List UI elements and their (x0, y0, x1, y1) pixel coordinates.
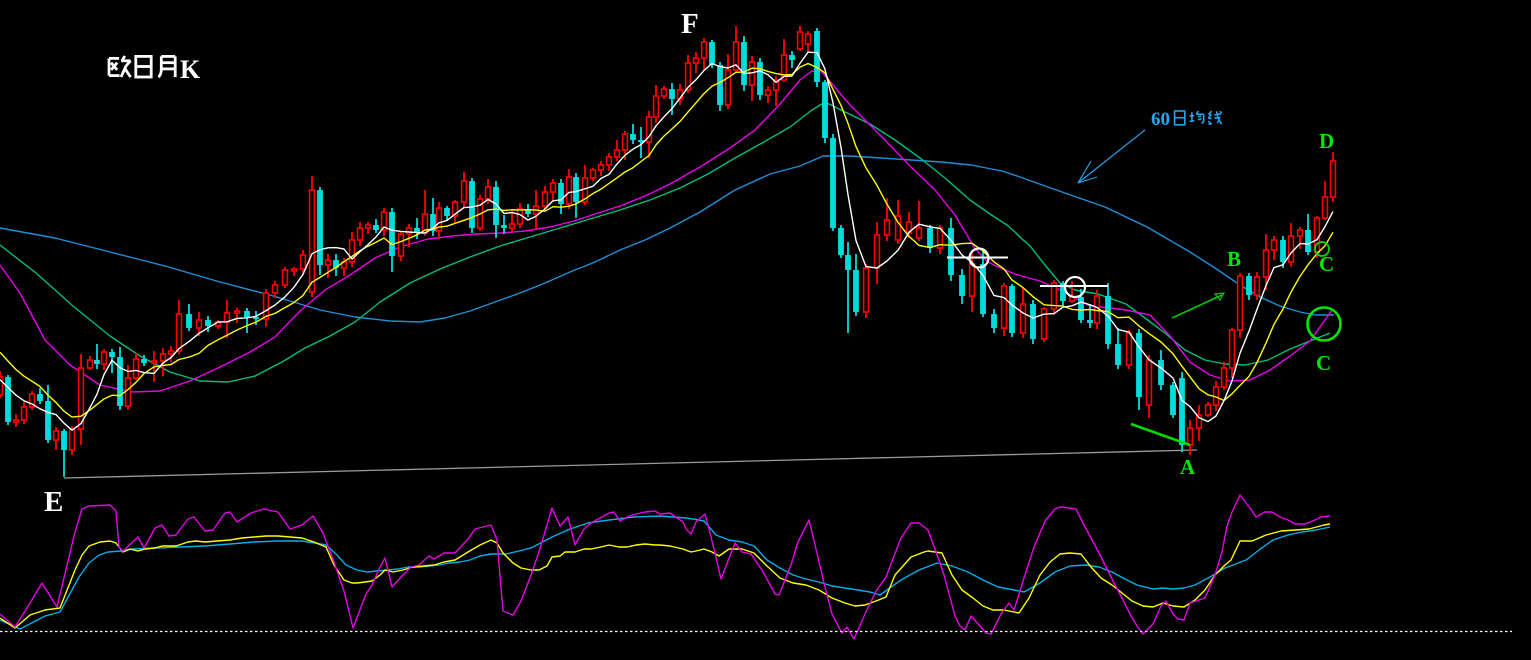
svg-text:C: C (1319, 252, 1334, 276)
svg-text:D: D (1319, 129, 1334, 153)
svg-text:F: F (681, 8, 699, 40)
svg-text:B: B (1227, 247, 1241, 271)
svg-text:A: A (1180, 455, 1196, 479)
svg-text:C: C (1316, 351, 1331, 375)
svg-text:60: 60 (1151, 109, 1170, 130)
svg-text:E: E (44, 486, 63, 518)
svg-text:K: K (180, 55, 201, 84)
